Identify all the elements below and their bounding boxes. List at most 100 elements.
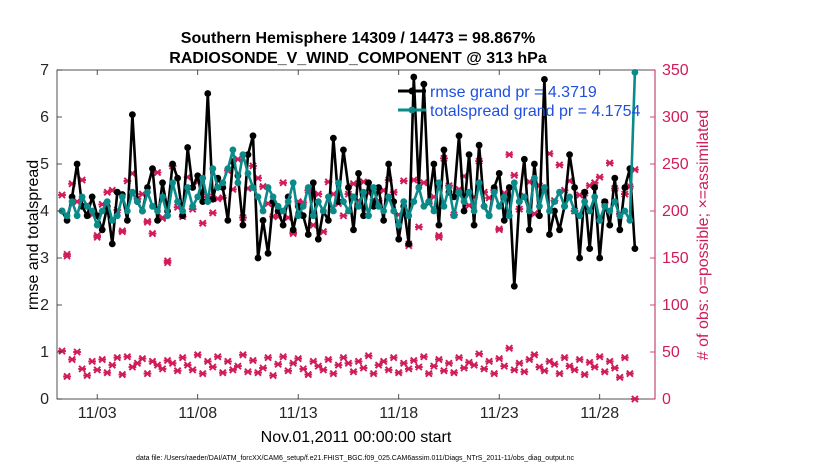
point-totalspread [229,146,237,154]
obs-assimilated-marker [420,179,428,187]
obs-assimilated-marker [415,363,423,371]
point-rmse [586,245,594,253]
obs-assimilated-marker [188,366,197,374]
chart-title: Southern Hemisphere 14309 / 14473 = 98.8… [181,30,535,47]
point-rmse [536,212,543,220]
obs-assimilated-marker [570,366,579,374]
obs-assimilated-marker [575,355,584,364]
point-totalspread [340,198,347,206]
point-totalspread [93,221,101,229]
point-rmse [440,146,448,154]
point-totalspread [284,198,292,206]
point-totalspread [546,207,553,215]
legend: rmse grand pr = 4.3719 totalspread grand… [398,84,640,120]
obs-assimilated-marker [244,368,252,376]
obs-assimilated-marker [455,354,463,362]
point-rmse [304,231,312,238]
point-rmse [470,221,478,229]
point-totalspread [370,184,377,191]
obs-assimilated-marker [445,359,453,367]
point-totalspread [88,207,96,215]
obs-assimilated-marker [485,357,493,366]
point-rmse [566,151,573,159]
point-totalspread [249,184,257,191]
y2-tick-label: 250 [662,156,689,173]
point-totalspread [621,207,629,215]
obs-assimilated-marker [264,354,272,362]
point-rmse [314,235,322,243]
obs-assimilated-marker [334,361,343,369]
point-totalspread [204,198,212,206]
point-rmse [144,184,151,191]
point-rmse [350,226,357,234]
obs-assimilated-marker [339,212,348,220]
x-tick-label: 11/18 [379,405,418,422]
obs-assimilated-marker [364,352,373,360]
point-totalspread [83,202,91,210]
point-totalspread [445,184,453,191]
obs-assimilated-marker [279,179,287,187]
point-totalspread [174,198,182,206]
point-rmse [596,254,604,262]
point-rmse [254,254,262,262]
point-rmse [385,160,393,168]
x-tick-label: 11/13 [279,405,318,422]
obs-assimilated-marker [73,348,81,356]
point-rmse [410,73,418,81]
x-tick-label: 11/03 [78,405,117,422]
obs-assimilated-marker [158,365,167,373]
point-totalspread [335,179,342,187]
obs-assimilated-marker [605,159,614,167]
point-totalspread [561,202,568,210]
obs-assimilated-marker [520,368,529,376]
obs-assimilated-marker [430,362,438,370]
point-totalspread [606,207,614,215]
point-totalspread [425,198,433,206]
point-totalspread [98,207,106,215]
point-totalspread [536,202,543,210]
obs-assimilated-marker [349,180,358,188]
obs-assimilated-marker [83,371,91,380]
point-totalspread [244,170,252,177]
point-totalspread [264,184,272,191]
point-totalspread [380,207,388,215]
point-rmse [435,221,443,229]
obs-assimilated-marker [93,233,102,241]
point-rmse [465,151,473,159]
point-totalspread [350,193,357,201]
obs-assimilated-marker [384,366,393,374]
point-rmse [73,160,81,168]
point-rmse [490,184,498,191]
point-totalspread [169,179,176,187]
point-rmse [365,179,372,187]
y2-tick-label: 0 [662,391,671,408]
point-rmse [149,165,156,173]
obs-assimilated-marker [505,150,514,159]
point-rmse [375,184,383,191]
obs-assimilated-marker [560,354,569,362]
point-rmse [329,134,337,142]
point-rmse [460,207,468,215]
point-rmse [199,198,207,206]
obs-assimilated-marker [460,364,468,372]
obs-assimilated-marker [178,354,187,362]
point-totalspread [194,193,202,201]
obs-assimilated-marker [249,356,257,365]
obs-assimilated-marker [595,353,604,361]
obs-assimilated-marker [415,223,423,231]
point-rmse [525,226,533,234]
point-totalspread [515,198,523,206]
point-totalspread [410,198,418,206]
obs-assimilated-marker [208,363,217,371]
point-rmse [601,198,609,206]
point-rmse [360,212,367,220]
point-totalspread [390,207,398,215]
x-tick-label: 11/08 [178,405,217,422]
obs-assimilated-marker [605,357,614,366]
obs-assimilated-marker [148,229,157,238]
obs-assimilated-marker [113,354,122,362]
point-rmse [128,111,136,119]
obs-assimilated-marker [339,354,348,362]
obs-assimilated-marker [631,395,639,403]
obs-assimilated-marker [234,362,242,370]
